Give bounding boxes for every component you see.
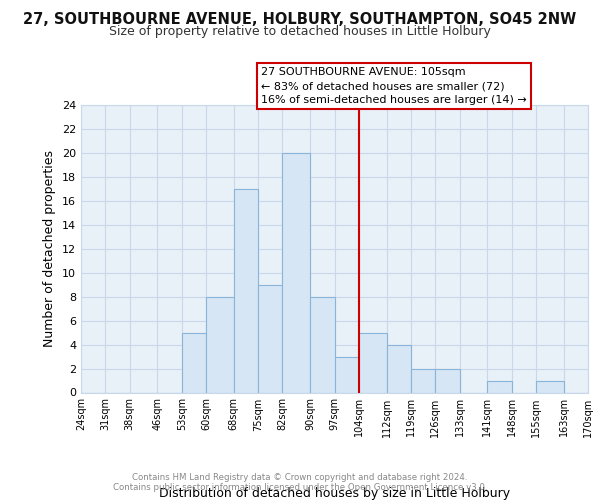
Bar — [411, 368, 435, 392]
Bar — [258, 284, 283, 393]
Text: Size of property relative to detached houses in Little Holbury: Size of property relative to detached ho… — [109, 25, 491, 38]
Bar — [359, 332, 386, 392]
Bar — [310, 296, 335, 392]
Bar — [435, 368, 460, 392]
Bar — [234, 189, 258, 392]
Bar — [487, 380, 512, 392]
X-axis label: Distribution of detached houses by size in Little Holbury: Distribution of detached houses by size … — [159, 486, 510, 500]
Text: 27, SOUTHBOURNE AVENUE, HOLBURY, SOUTHAMPTON, SO45 2NW: 27, SOUTHBOURNE AVENUE, HOLBURY, SOUTHAM… — [23, 12, 577, 28]
Bar — [182, 332, 206, 392]
Text: 27 SOUTHBOURNE AVENUE: 105sqm
← 83% of detached houses are smaller (72)
16% of s: 27 SOUTHBOURNE AVENUE: 105sqm ← 83% of d… — [261, 67, 527, 105]
Text: Contains HM Land Registry data © Crown copyright and database right 2024.
Contai: Contains HM Land Registry data © Crown c… — [113, 473, 487, 492]
Bar — [386, 344, 411, 393]
Bar — [335, 356, 359, 392]
Bar — [536, 380, 563, 392]
Bar — [283, 153, 310, 392]
Bar — [206, 296, 234, 392]
Y-axis label: Number of detached properties: Number of detached properties — [43, 150, 56, 348]
